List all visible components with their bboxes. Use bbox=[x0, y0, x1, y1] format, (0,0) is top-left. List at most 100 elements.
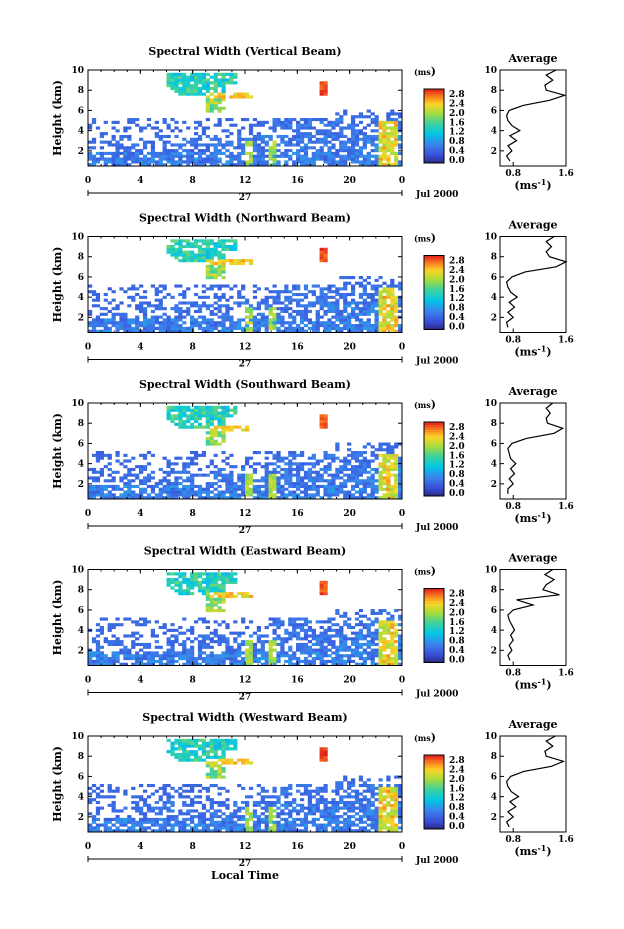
y-tick-label: 8 bbox=[78, 253, 84, 263]
y-tick-label: 4 bbox=[78, 793, 84, 803]
colorbar-unit: (ms) bbox=[414, 565, 436, 578]
x-tick-label: 0 bbox=[399, 676, 405, 686]
y-axis-label: Height (km) bbox=[51, 746, 64, 822]
y-tick-label: 4 bbox=[78, 626, 84, 636]
y-tick-label: 2 bbox=[78, 813, 84, 823]
profile-line bbox=[505, 235, 568, 328]
colorbar-tick-label: 1.2 bbox=[449, 627, 465, 637]
profile-x-tick-label: 0.8 bbox=[505, 835, 521, 845]
profile-y-tick-label: 4 bbox=[491, 127, 497, 137]
colorbar-tick-label: 1.6 bbox=[449, 784, 465, 794]
profile-y-tick-label: 4 bbox=[491, 626, 497, 636]
y-tick-label: 2 bbox=[78, 147, 84, 157]
colorbar-tick-label: 1.2 bbox=[449, 794, 465, 804]
x-tick-label: 20 bbox=[343, 509, 356, 519]
x-tick-label: 16 bbox=[291, 509, 304, 519]
colorbar-tick-label: 0.8 bbox=[449, 637, 465, 647]
profile-frame bbox=[499, 69, 567, 167]
profile-x-label: (ms-1) bbox=[514, 344, 551, 359]
y-tick-label: 2 bbox=[78, 480, 84, 490]
x-axis-label: Local Time bbox=[211, 869, 279, 882]
colorbar-tick-label: 0.0 bbox=[449, 656, 465, 666]
profile-y-tick-label: 2 bbox=[491, 813, 497, 823]
panel-title: Spectral Width (Southward Beam) bbox=[139, 378, 351, 391]
panel-title: Spectral Width (Eastward Beam) bbox=[144, 545, 346, 558]
profile-x-tick-label: 1.6 bbox=[558, 669, 574, 679]
colorbar-tick-label: 0.8 bbox=[449, 137, 465, 147]
profile-y-tick-label: 6 bbox=[491, 273, 497, 283]
x-tick-label: 0 bbox=[85, 343, 91, 353]
profile-x-tick-label: 0.8 bbox=[505, 669, 521, 679]
x-tick-label: 0 bbox=[399, 509, 405, 519]
y-tick-label: 6 bbox=[78, 772, 84, 782]
profile-x-label: (ms-1) bbox=[514, 677, 551, 692]
y-tick-label: 10 bbox=[71, 732, 84, 742]
x-tick-label: 16 bbox=[291, 676, 304, 686]
x-tick-label: 4 bbox=[137, 176, 143, 186]
profile-x-label: (ms-1) bbox=[514, 510, 551, 525]
y-tick-label: 2 bbox=[78, 646, 84, 656]
profile-y-tick-label: 8 bbox=[491, 253, 497, 263]
y-tick-label: 10 bbox=[71, 66, 84, 76]
colorbar-tick-label: 0.8 bbox=[449, 470, 465, 480]
x-tick-label: 8 bbox=[190, 343, 196, 353]
panel-title: Spectral Width (Vertical Beam) bbox=[148, 45, 341, 58]
colorbar-tick-label: 1.2 bbox=[449, 294, 465, 304]
colorbar-tick-label: 1.6 bbox=[449, 451, 465, 461]
colorbar-tick-label: 0.4 bbox=[449, 147, 465, 157]
x-tick-label: 12 bbox=[239, 676, 252, 686]
date-month-year-label: Jul 2000 bbox=[415, 357, 458, 367]
date-day-label: 27 bbox=[239, 526, 252, 536]
colorbar-tick-label: 0.4 bbox=[449, 813, 465, 823]
profile-line bbox=[505, 735, 566, 828]
colorbar-tick-label: 2.4 bbox=[449, 99, 465, 109]
date-month-year-label: Jul 2000 bbox=[415, 690, 458, 700]
colorbar-unit: (ms) bbox=[414, 398, 436, 411]
date-day-label: 27 bbox=[239, 859, 252, 869]
profile-x-tick-label: 1.6 bbox=[558, 502, 574, 512]
colorbar-tick-label: 2.4 bbox=[449, 765, 465, 775]
profile-x-tick-label: 1.6 bbox=[558, 835, 574, 845]
profile-x-label: (ms-1) bbox=[514, 843, 551, 858]
profile-y-tick-label: 2 bbox=[491, 480, 497, 490]
profile-y-tick-label: 6 bbox=[491, 772, 497, 782]
colorbar-tick-label: 1.2 bbox=[449, 128, 465, 138]
y-tick-label: 10 bbox=[71, 566, 84, 576]
profile-y-tick-label: 10 bbox=[484, 233, 497, 243]
profile-x-tick-label: 0.8 bbox=[505, 502, 521, 512]
colorbar bbox=[423, 754, 445, 830]
colorbar-tick-label: 0.0 bbox=[449, 489, 465, 499]
profile-frame bbox=[499, 236, 567, 333]
y-tick-label: 8 bbox=[78, 86, 84, 96]
colorbar-tick-label: 1.6 bbox=[449, 118, 465, 128]
y-tick-label: 4 bbox=[78, 127, 84, 137]
x-tick-label: 0 bbox=[399, 343, 405, 353]
profile-y-tick-label: 2 bbox=[491, 313, 497, 323]
date-day-label: 27 bbox=[239, 693, 252, 703]
profile-y-tick-label: 6 bbox=[491, 439, 497, 449]
profile-frame bbox=[499, 735, 567, 833]
x-tick-label: 20 bbox=[343, 176, 356, 186]
heatmap-cells bbox=[88, 72, 403, 167]
profile-frame bbox=[499, 402, 567, 500]
x-tick-label: 8 bbox=[190, 176, 196, 186]
x-tick-label: 0 bbox=[399, 176, 405, 186]
x-tick-label: 8 bbox=[190, 509, 196, 519]
y-tick-label: 6 bbox=[78, 106, 84, 116]
colorbar-tick-label: 0.4 bbox=[449, 646, 465, 656]
x-tick-label: 8 bbox=[190, 676, 196, 686]
profile-y-tick-label: 8 bbox=[491, 752, 497, 762]
y-tick-label: 8 bbox=[78, 419, 84, 429]
profile-x-tick-label: 1.6 bbox=[558, 169, 574, 179]
colorbar-tick-label: 2.8 bbox=[449, 90, 465, 100]
profile-y-tick-label: 10 bbox=[484, 566, 497, 576]
x-tick-label: 12 bbox=[239, 343, 252, 353]
colorbar-tick-label: 0.0 bbox=[449, 822, 465, 832]
x-tick-label: 20 bbox=[343, 676, 356, 686]
colorbar-tick-label: 0.8 bbox=[449, 803, 465, 813]
colorbar-unit: (ms) bbox=[414, 731, 436, 744]
panel-3: Spectral Width (Southward Beam)0 4 8 12 16 20… bbox=[51, 378, 574, 536]
panel-5: Spectral Width (Westward Beam)0 4 8 12 16 20 0… bbox=[51, 711, 574, 869]
heatmap-cells bbox=[88, 572, 403, 666]
